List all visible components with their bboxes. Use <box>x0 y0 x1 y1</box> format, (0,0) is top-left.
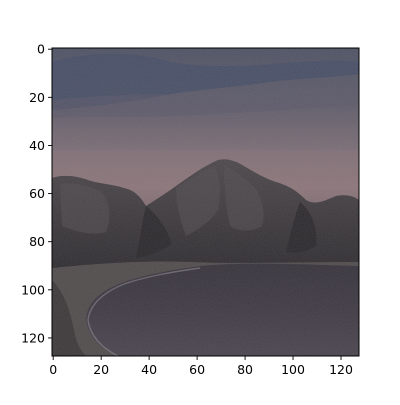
y-axis: 0 20 40 60 80 100 120 <box>21 42 52 345</box>
x-tick-label: 100 <box>281 362 305 377</box>
x-tick-label: 20 <box>93 362 109 377</box>
y-tick-label: 60 <box>29 186 45 201</box>
x-tick-label: 80 <box>237 362 253 377</box>
x-tick-label: 0 <box>49 362 57 377</box>
film-grain <box>52 48 359 356</box>
photo-image <box>52 48 359 356</box>
y-tick-label: 20 <box>29 90 45 105</box>
y-tick-label: 80 <box>29 234 45 249</box>
x-tick-label: 60 <box>189 362 205 377</box>
axes-frame <box>51 47 360 357</box>
x-tick-label: 120 <box>329 362 353 377</box>
x-tick-label: 40 <box>141 362 157 377</box>
y-tick-label: 0 <box>37 42 45 57</box>
y-tick-label: 40 <box>29 138 45 153</box>
y-tick-label: 120 <box>21 330 45 345</box>
x-axis: 0 20 40 60 80 100 120 <box>49 356 353 377</box>
y-tick-label: 100 <box>21 282 45 297</box>
